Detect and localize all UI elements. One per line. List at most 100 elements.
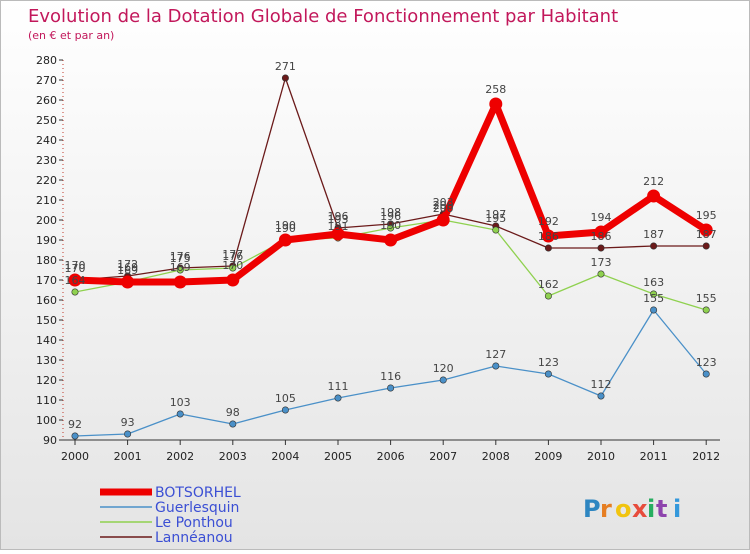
x-tick-label: 2009: [534, 450, 562, 463]
data-point-le-ponthou: [71, 288, 79, 296]
x-tick-label: 2006: [377, 450, 405, 463]
data-point-le-ponthou: [492, 226, 500, 234]
data-point-botsorhel: [226, 273, 240, 287]
data-label-guerlesquin: 103: [170, 396, 191, 409]
data-label-le-ponthou: 176: [222, 250, 243, 263]
data-label-guerlesquin: 120: [433, 362, 454, 375]
data-label-lann-anou: 198: [380, 206, 401, 219]
y-tick-label: 110: [36, 394, 57, 407]
data-label-le-ponthou: 195: [485, 212, 506, 225]
brand-letter: r: [600, 495, 612, 523]
x-tick-label: 2001: [114, 450, 142, 463]
x-tick-label: 2010: [587, 450, 615, 463]
data-label-guerlesquin: 92: [68, 418, 82, 431]
data-label-botsorhel: 212: [643, 175, 664, 188]
data-point-botsorhel: [331, 227, 345, 241]
data-point-botsorhel: [489, 97, 503, 111]
data-label-lann-anou: 176: [170, 250, 191, 263]
data-point-guerlesquin: [124, 430, 132, 438]
data-label-le-ponthou: 163: [643, 276, 664, 289]
y-tick-label: 270: [36, 74, 57, 87]
y-tick-label: 170: [36, 274, 57, 287]
legend-label-le-ponthou: Le Ponthou: [155, 515, 233, 531]
data-point-botsorhel: [541, 229, 555, 243]
data-label-botsorhel: 170: [222, 259, 243, 272]
data-point-le-ponthou: [544, 292, 552, 300]
x-tick-label: 2004: [271, 450, 299, 463]
data-point-lann-anou: [281, 74, 289, 82]
data-label-le-ponthou: 173: [591, 256, 612, 269]
x-tick-label: 2008: [482, 450, 510, 463]
data-point-guerlesquin: [492, 362, 500, 370]
data-label-guerlesquin: 123: [538, 356, 559, 369]
x-tick-label: 2005: [324, 450, 352, 463]
data-point-guerlesquin: [281, 406, 289, 414]
data-point-le-ponthou: [229, 264, 237, 272]
data-point-guerlesquin: [702, 370, 710, 378]
data-point-lann-anou: [597, 244, 605, 252]
y-tick-label: 120: [36, 374, 57, 387]
y-tick-label: 140: [36, 334, 57, 347]
axes: 90 100 110 120 130 140 150 160 170 180 190 200 210 22…: [36, 54, 720, 463]
data-label-le-ponthou: 162: [538, 278, 559, 291]
series-layer: [68, 74, 713, 440]
legend-label-lann-anou: Lannéanou: [155, 530, 233, 546]
y-tick-label: 130: [36, 354, 57, 367]
data-label-botsorhel: 190: [380, 219, 401, 232]
data-label-botsorhel: 169: [117, 261, 138, 274]
data-label-botsorhel: 193: [328, 213, 349, 226]
brand-letter: o: [615, 495, 632, 523]
brand-letter: P: [583, 495, 601, 523]
data-label-botsorhel: 169: [170, 261, 191, 274]
brand-letter: i: [673, 495, 681, 523]
legend-label-botsorhel: BOTSORHEL: [155, 485, 241, 501]
data-label-lann-anou: 170: [65, 262, 86, 275]
data-label-guerlesquin: 111: [328, 380, 349, 393]
x-tick-label: 2007: [429, 450, 457, 463]
data-label-guerlesquin: 123: [696, 356, 717, 369]
data-label-lann-anou: 186: [591, 230, 612, 243]
data-point-guerlesquin: [439, 376, 447, 384]
data-point-botsorhel: [594, 225, 608, 239]
y-tick-label: 190: [36, 234, 57, 247]
data-label-le-ponthou: 155: [696, 292, 717, 305]
data-label-guerlesquin: 155: [643, 292, 664, 305]
data-label-le-ponthou: 200: [433, 202, 454, 215]
data-point-guerlesquin: [597, 392, 605, 400]
data-label-lann-anou: 177: [222, 248, 243, 261]
y-tick-label: 180: [36, 254, 57, 267]
y-tick-label: 210: [36, 194, 57, 207]
data-point-botsorhel: [384, 233, 398, 247]
data-point-botsorhel: [436, 213, 450, 227]
data-label-guerlesquin: 116: [380, 370, 401, 383]
y-tick-label: 90: [43, 434, 57, 447]
x-tick-label: 2012: [692, 450, 720, 463]
data-point-lann-anou: [702, 242, 710, 250]
data-point-le-ponthou: [702, 306, 710, 314]
data-label-lann-anou: 172: [117, 258, 138, 271]
data-point-guerlesquin: [229, 420, 237, 428]
x-tick-label: 2000: [61, 450, 89, 463]
x-tick-label: 2011: [640, 450, 668, 463]
data-label-lann-anou: 196: [328, 210, 349, 223]
data-point-guerlesquin: [334, 394, 342, 402]
brand-letter: x: [632, 495, 648, 523]
data-point-le-ponthou: [597, 270, 605, 278]
data-label-le-ponthou: 191: [328, 220, 349, 233]
data-label-botsorhel: 192: [538, 215, 559, 228]
y-tick-label: 200: [36, 214, 57, 227]
data-label-guerlesquin: 112: [591, 378, 612, 391]
data-label-lann-anou: 187: [696, 228, 717, 241]
data-label-le-ponthou: 190: [275, 222, 296, 235]
data-label-le-ponthou: 164: [65, 274, 86, 287]
data-point-guerlesquin: [71, 432, 79, 440]
data-point-guerlesquin: [176, 410, 184, 418]
y-tick-label: 100: [36, 414, 57, 427]
data-point-guerlesquin: [387, 384, 395, 392]
x-tick-label: 2002: [166, 450, 194, 463]
data-label-botsorhel: 200: [433, 199, 454, 212]
data-point-le-ponthou: [176, 266, 184, 274]
data-label-le-ponthou: 196: [380, 210, 401, 223]
